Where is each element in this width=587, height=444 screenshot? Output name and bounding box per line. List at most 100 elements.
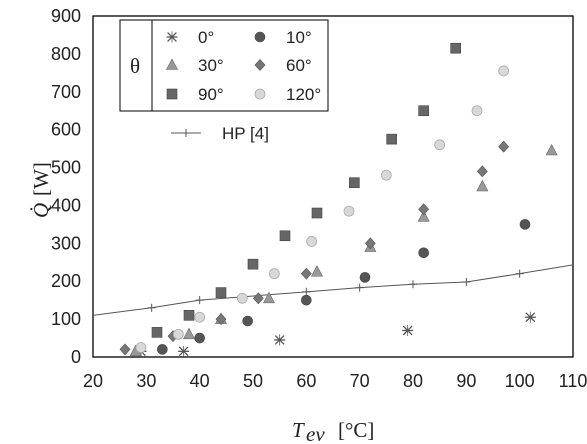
y-tick-label: 0 [71, 347, 81, 367]
data-point-series-4 [450, 42, 461, 54]
data-point-series-0 [274, 334, 286, 346]
x-axis-label: T ev [°C] [292, 418, 374, 444]
data-point-series-3 [215, 313, 227, 326]
y-tick-label: 200 [51, 271, 81, 291]
reference-line-marker [195, 296, 204, 305]
data-point-series-5 [380, 169, 392, 181]
data-point-series-5 [172, 328, 184, 340]
x-axis-symbol: T [292, 418, 305, 442]
data-point-series-4 [247, 258, 259, 270]
legend-marker-series-1 [254, 31, 266, 43]
legend-entry-reference: HP [4] [171, 124, 269, 143]
reference-line-marker [147, 303, 156, 312]
data-point-series-0 [402, 324, 414, 336]
legend-marker-series-5 [254, 88, 266, 100]
y-tick-label: 600 [51, 120, 81, 140]
legend-marker-series-4 [166, 88, 178, 100]
data-point-series-1 [194, 332, 205, 344]
data-point-series-1 [157, 344, 168, 355]
data-point-series-5 [471, 105, 483, 117]
data-point-series-5 [434, 139, 446, 151]
data-point-series-0 [178, 345, 190, 357]
y-tick-label: 800 [51, 44, 81, 64]
reference-line-marker [462, 277, 471, 286]
data-point-series-4 [215, 287, 227, 298]
data-point-series-2 [417, 210, 430, 222]
data-point-series-5 [236, 292, 248, 304]
legend-label-reference: HP [4] [222, 124, 269, 143]
data-point-series-2 [183, 327, 195, 340]
reference-line-marker [515, 269, 524, 278]
data-point-series-3 [252, 292, 264, 305]
y-axis-unit: [W] [29, 162, 53, 196]
x-axis-unit: [°C] [338, 418, 374, 442]
y-tick-label: 900 [51, 6, 81, 26]
x-tick-label: 110 [559, 371, 587, 391]
legend-label-series-2: 30° [198, 56, 224, 75]
data-point-series-3 [418, 203, 430, 216]
data-points [119, 42, 558, 357]
x-tick-label: 100 [505, 371, 535, 391]
x-tick-label: 70 [350, 371, 370, 391]
data-point-series-3 [300, 267, 312, 280]
data-point-series-1 [359, 272, 371, 283]
y-tick-label: 500 [51, 158, 81, 178]
data-point-series-2 [263, 291, 275, 304]
data-point-series-1 [242, 315, 253, 327]
legend-entries: 0° 10° 30° 60° 90° 120° [166, 28, 321, 104]
legend-marker-series-3 [254, 59, 266, 71]
data-point-series-4 [386, 133, 397, 145]
legend: θ 0° 10° 30° 60° 90° 120° HP [4] [119, 19, 329, 143]
y-tick-label: 100 [51, 309, 81, 329]
data-point-series-5 [268, 268, 280, 280]
data-point-series-5 [498, 65, 510, 77]
data-point-series-1 [519, 219, 531, 230]
y-tick-label: 700 [51, 82, 81, 102]
x-axis-subscript: ev [306, 422, 325, 444]
data-point-series-4 [418, 105, 429, 117]
data-point-series-4 [279, 230, 291, 242]
data-point-series-2 [476, 179, 489, 192]
data-point-series-0 [524, 311, 536, 323]
data-point-series-1 [301, 294, 312, 306]
x-tick-label: 80 [403, 371, 423, 391]
legend-label-series-4: 90° [198, 85, 224, 104]
x-tick-label: 20 [83, 371, 103, 391]
data-point-series-3 [364, 237, 376, 250]
x-tick-label: 90 [456, 371, 476, 391]
data-point-series-5 [194, 311, 206, 323]
reference-line-hp4 [92, 264, 574, 316]
plot-area-frame [92, 15, 574, 358]
tick-labels: 20 30 40 50 60 70 80 90 100 110 0 100 200 300 400 500 60… [51, 6, 587, 391]
data-point-series-3 [119, 343, 131, 356]
reference-line-marker [355, 283, 364, 292]
y-tick-label: 400 [51, 195, 81, 215]
legend-box [119, 19, 329, 112]
legend-label-series-3: 60° [286, 56, 312, 75]
y-axis-label: Q̇ [W] [29, 162, 53, 218]
x-tick-label: 40 [190, 371, 210, 391]
data-point-series-2 [545, 143, 558, 156]
x-tick-label: 30 [136, 371, 156, 391]
y-axis-symbol: Q̇ [29, 203, 53, 218]
legend-marker-series-0 [166, 31, 178, 43]
data-point-series-2 [311, 265, 323, 277]
legend-header: θ [130, 54, 140, 78]
reference-line-layer [92, 264, 574, 316]
y-tick-label: 300 [51, 233, 81, 253]
legend-marker-series-2 [166, 58, 178, 70]
data-point-series-3 [476, 165, 488, 178]
x-tick-label: 60 [296, 371, 316, 391]
data-point-series-5 [135, 342, 147, 353]
data-point-series-3 [498, 140, 510, 153]
data-point-series-4 [349, 177, 360, 189]
data-point-series-1 [418, 247, 429, 259]
data-point-series-5 [306, 236, 318, 247]
x-tick-label: 50 [243, 371, 263, 391]
data-point-series-5 [343, 205, 355, 217]
reference-line-marker [302, 287, 311, 296]
legend-label-series-0: 0° [198, 28, 214, 47]
data-point-series-4 [183, 310, 195, 321]
reference-line-marker [409, 280, 417, 289]
